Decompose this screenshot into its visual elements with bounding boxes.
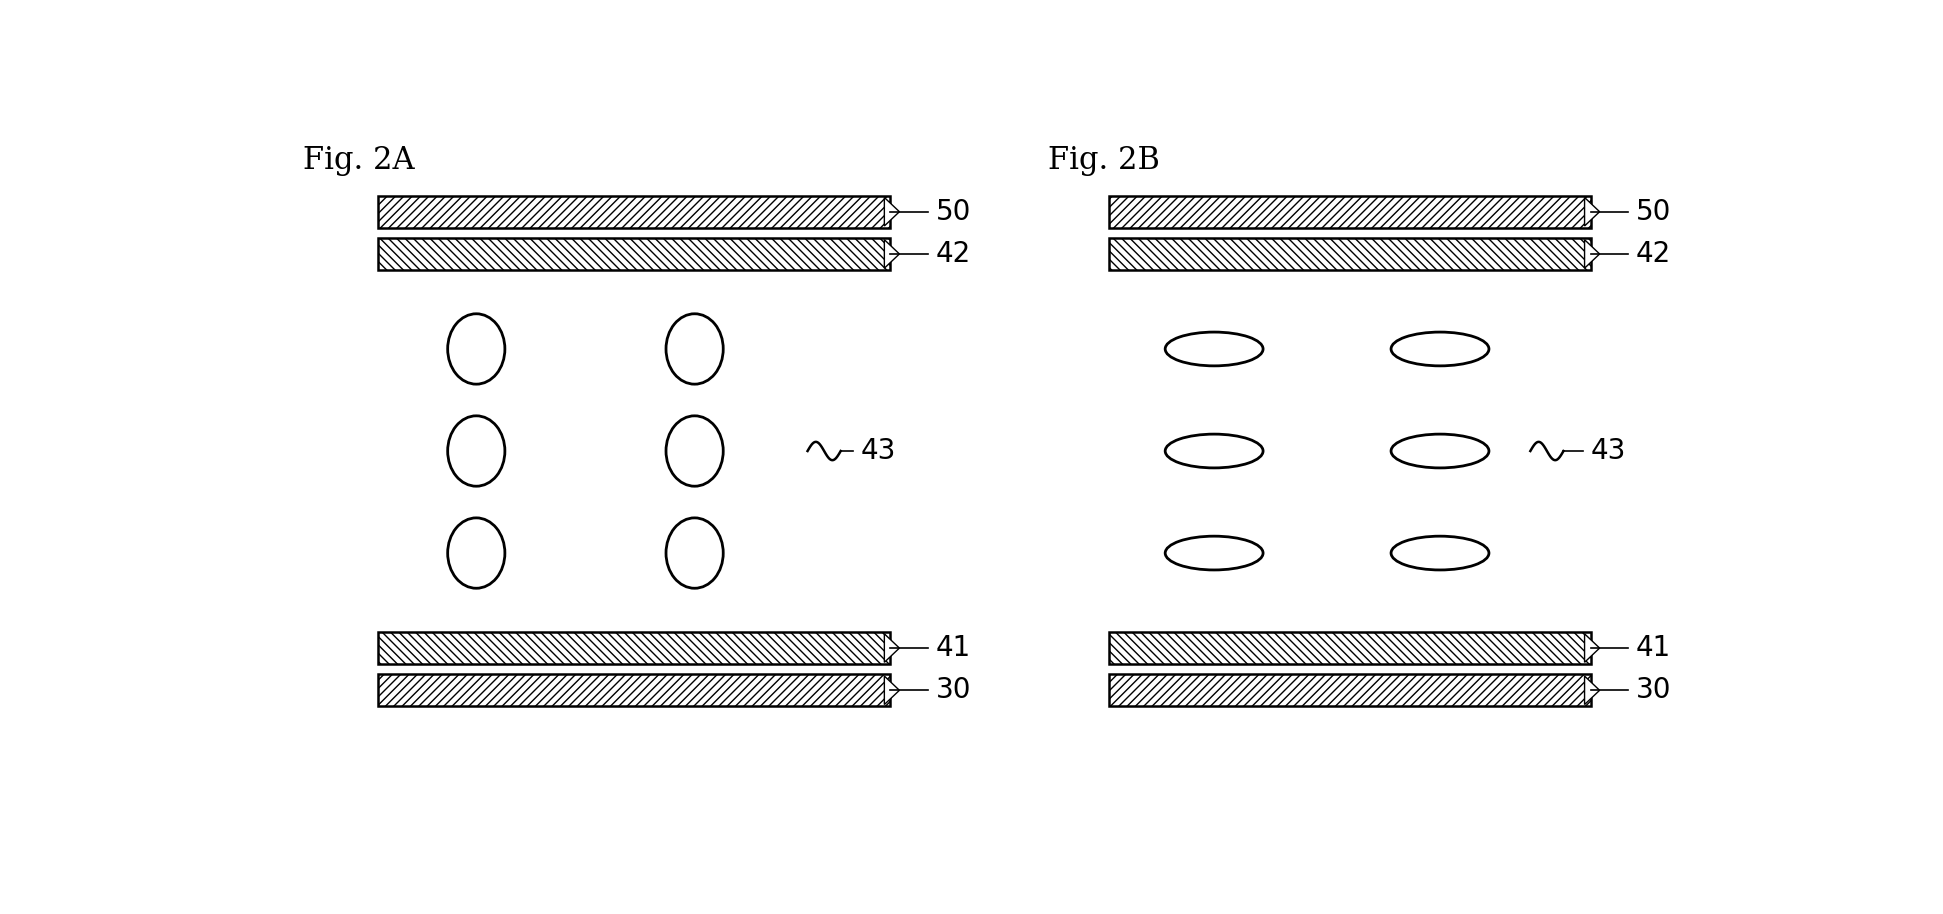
Bar bbox=[379, 675, 890, 707]
Ellipse shape bbox=[666, 416, 723, 486]
Polygon shape bbox=[884, 197, 900, 226]
Polygon shape bbox=[884, 676, 900, 705]
Text: Fig. 2B: Fig. 2B bbox=[1049, 145, 1160, 175]
Ellipse shape bbox=[447, 314, 505, 384]
Bar bbox=[379, 239, 890, 270]
Ellipse shape bbox=[1391, 537, 1488, 570]
Ellipse shape bbox=[1166, 537, 1263, 570]
Text: 50: 50 bbox=[937, 197, 972, 226]
Text: 30: 30 bbox=[1636, 676, 1671, 705]
Ellipse shape bbox=[666, 518, 723, 589]
Polygon shape bbox=[1585, 633, 1599, 663]
Text: 41: 41 bbox=[937, 634, 972, 662]
Ellipse shape bbox=[1391, 434, 1488, 468]
Bar bbox=[1109, 675, 1591, 707]
Ellipse shape bbox=[447, 416, 505, 486]
Ellipse shape bbox=[447, 518, 505, 589]
Bar bbox=[1109, 196, 1591, 228]
Polygon shape bbox=[1585, 239, 1599, 268]
Polygon shape bbox=[884, 239, 900, 268]
Polygon shape bbox=[1585, 197, 1599, 226]
Bar bbox=[379, 196, 890, 228]
Ellipse shape bbox=[1391, 332, 1488, 366]
Text: 43: 43 bbox=[1591, 437, 1626, 465]
Polygon shape bbox=[1585, 676, 1599, 705]
Bar bbox=[1109, 632, 1591, 664]
Text: 41: 41 bbox=[1636, 634, 1671, 662]
Text: 42: 42 bbox=[937, 240, 972, 268]
Text: 42: 42 bbox=[1636, 240, 1671, 268]
Bar bbox=[379, 632, 890, 664]
Text: 43: 43 bbox=[861, 437, 896, 465]
Text: 50: 50 bbox=[1636, 197, 1671, 226]
Ellipse shape bbox=[1166, 332, 1263, 366]
Text: Fig. 2A: Fig. 2A bbox=[303, 145, 414, 175]
Ellipse shape bbox=[1166, 434, 1263, 468]
Text: 30: 30 bbox=[937, 676, 972, 705]
Polygon shape bbox=[884, 633, 900, 663]
Ellipse shape bbox=[666, 314, 723, 384]
Bar bbox=[1109, 239, 1591, 270]
